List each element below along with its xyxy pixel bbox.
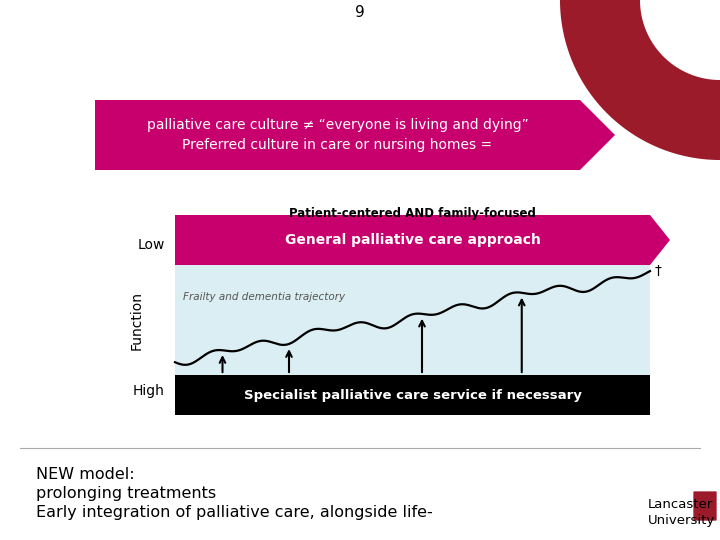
Text: General palliative care approach: General palliative care approach <box>284 233 541 247</box>
Polygon shape <box>560 0 720 160</box>
Text: palliative care culture ≠ “everyone is living and dying”: palliative care culture ≠ “everyone is l… <box>147 118 528 132</box>
Text: Patient-centered AND family-focused: Patient-centered AND family-focused <box>289 207 536 220</box>
Text: 9: 9 <box>355 5 365 20</box>
Polygon shape <box>650 215 670 265</box>
Text: Function: Function <box>130 291 144 349</box>
Text: Early integration of palliative care, alongside life-: Early integration of palliative care, al… <box>36 505 433 520</box>
FancyBboxPatch shape <box>693 491 717 521</box>
Text: Preferred culture in care or nursing homes =: Preferred culture in care or nursing hom… <box>182 138 492 152</box>
Text: High: High <box>133 384 165 398</box>
Text: Low: Low <box>138 238 165 252</box>
Bar <box>95 100 580 170</box>
Bar <box>175 265 650 375</box>
Wedge shape <box>642 0 720 78</box>
Text: Frailty and dementia trajectory: Frailty and dementia trajectory <box>183 292 345 302</box>
Bar <box>175 215 650 265</box>
Text: Specialist palliative care service if necessary: Specialist palliative care service if ne… <box>243 388 582 402</box>
Text: prolonging treatments: prolonging treatments <box>36 486 216 501</box>
Polygon shape <box>580 100 615 170</box>
Text: †: † <box>655 264 662 278</box>
Text: NEW model:: NEW model: <box>36 467 135 482</box>
Text: Lancaster
University: Lancaster University <box>648 498 715 527</box>
Bar <box>175 375 650 415</box>
